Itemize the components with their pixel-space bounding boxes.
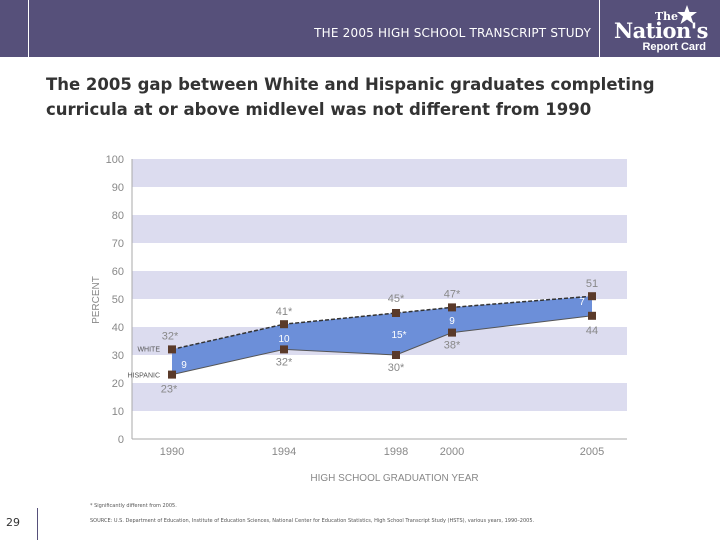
y-axis-title: PERCENT	[91, 276, 102, 324]
y-tick-label: 90	[112, 182, 124, 194]
white-data-label: 41*	[276, 306, 293, 318]
logo-report-card: Report Card	[642, 41, 706, 53]
hispanic-marker	[448, 328, 456, 337]
hispanic-marker	[168, 370, 176, 379]
source-note: SOURCE: U.S. Department of Education, In…	[90, 518, 535, 524]
hispanic-data-label: 38*	[444, 340, 461, 352]
header-title: THE 2005 HIGH SCHOOL TRANSCRIPT STUDY	[314, 26, 591, 40]
x-axis-title: HIGH SCHOOL GRADUATION YEAR	[310, 473, 478, 484]
white-marker	[392, 309, 400, 317]
white-marker	[168, 345, 176, 354]
gap-label: 9	[181, 360, 187, 371]
grid-band	[132, 215, 627, 243]
gap-label: 7	[579, 297, 585, 308]
hispanic-marker	[280, 345, 288, 354]
gap-label: 15*	[391, 330, 406, 341]
white-series-line	[171, 295, 593, 351]
header-bar: THE 2005 HIGH SCHOOL TRANSCRIPT STUDY Th…	[0, 0, 720, 57]
hispanic-marker	[392, 351, 400, 359]
y-tick-label: 50	[112, 294, 124, 306]
y-tick-label: 40	[112, 322, 124, 334]
y-tick-label: 80	[112, 210, 124, 222]
y-tick-label: 60	[112, 266, 124, 278]
slide-title: The 2005 gap between White and Hispanic …	[46, 75, 655, 119]
hispanic-data-label: 32*	[276, 356, 293, 368]
page-number: 29	[6, 516, 20, 529]
y-tick-label: 30	[112, 350, 124, 362]
white-data-label: 51	[586, 278, 598, 290]
gap-label: 10	[278, 334, 290, 345]
hispanic-data-label: 44	[586, 325, 598, 337]
white-data-label: 32*	[162, 330, 179, 342]
grid-band	[132, 383, 627, 411]
x-tick-label: 1990	[160, 446, 184, 458]
x-tick-label: 2005	[580, 446, 604, 458]
hispanic-data-label: 23*	[161, 384, 178, 396]
x-tick-label: 1998	[384, 446, 408, 458]
series-label-hispanic: HISPANIC	[127, 373, 160, 380]
x-tick-label: 1994	[272, 446, 296, 458]
grid-band	[132, 271, 627, 299]
y-tick-label: 100	[106, 154, 124, 166]
white-data-label: 45*	[388, 293, 405, 305]
hispanic-marker	[588, 311, 596, 320]
hispanic-data-label: 30*	[388, 362, 405, 374]
star-icon	[677, 5, 697, 24]
gap-label: 9	[449, 316, 455, 327]
white-marker	[588, 292, 596, 301]
y-tick-label: 20	[112, 378, 124, 390]
white-data-label: 47*	[444, 288, 461, 300]
logo-nations: Nation's	[613, 18, 709, 43]
y-tick-label: 70	[112, 238, 124, 250]
white-marker	[280, 320, 288, 329]
nations-report-card-logo: The Nation's Report Card	[612, 4, 716, 54]
header-frame: THE 2005 HIGH SCHOOL TRANSCRIPT STUDY	[28, 0, 600, 57]
y-tick-label: 0	[118, 434, 124, 446]
series-label-white: WHITE	[137, 346, 160, 353]
x-tick-label: 2000	[440, 446, 464, 458]
white-marker	[448, 303, 456, 312]
logo-the: The	[654, 10, 678, 23]
gap-area	[172, 296, 592, 375]
footnote: * Significantly different from 2005.	[90, 503, 177, 509]
y-tick-label: 10	[112, 406, 124, 418]
grid-band	[132, 159, 627, 187]
page-number-box: 29	[0, 508, 38, 540]
